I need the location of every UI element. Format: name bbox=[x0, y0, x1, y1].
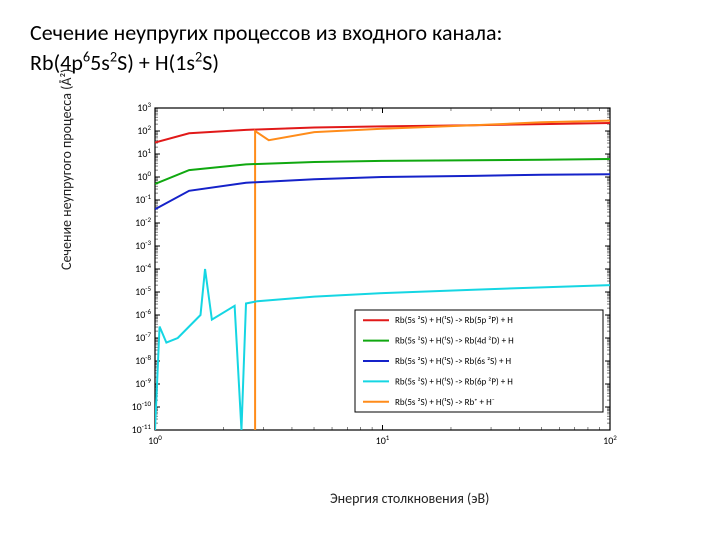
svg-text:10-9: 10-9 bbox=[135, 376, 151, 390]
slide: Сечение неупругих процессов из входного … bbox=[0, 0, 720, 540]
svg-text:10-8: 10-8 bbox=[135, 353, 151, 367]
svg-text:102: 102 bbox=[137, 123, 151, 137]
svg-text:10-6: 10-6 bbox=[135, 307, 151, 321]
cross-section-chart: 10-1110-1010-910-810-710-610-510-410-310… bbox=[80, 90, 640, 510]
svg-text:Rb(5s ²S) + H(¹S) -> Rb(4d ²D): Rb(5s ²S) + H(¹S) -> Rb(4d ²D) + H bbox=[395, 336, 514, 347]
svg-text:Rb(5s ²S) + H(¹S) -> Rb⁺ + H⁻: Rb(5s ²S) + H(¹S) -> Rb⁺ + H⁻ bbox=[395, 397, 495, 408]
svg-text:10-10: 10-10 bbox=[132, 399, 152, 413]
svg-text:101: 101 bbox=[137, 146, 151, 160]
slide-title: Сечение неупругих процессов из входного … bbox=[30, 18, 690, 77]
svg-text:Rb(5s ²S) + H(¹S) -> Rb(5p ²P): Rb(5s ²S) + H(¹S) -> Rb(5p ²P) + H bbox=[395, 315, 513, 326]
svg-text:10-3: 10-3 bbox=[135, 238, 151, 252]
svg-text:10-2: 10-2 bbox=[135, 215, 151, 229]
title-line1: Сечение неупругих процессов из входного … bbox=[30, 19, 502, 46]
chart-svg: 10-1110-1010-910-810-710-610-510-410-310… bbox=[80, 90, 640, 510]
svg-text:102: 102 bbox=[603, 433, 617, 447]
svg-text:10-1: 10-1 bbox=[135, 192, 151, 206]
y-axis-label: Сечение неупругого процесса (Å²) bbox=[58, 69, 75, 270]
svg-text:Rb(5s ²S) + H(¹S) -> Rb(6s ²S): Rb(5s ²S) + H(¹S) -> Rb(6s ²S) + H bbox=[395, 356, 511, 367]
svg-text:100: 100 bbox=[148, 433, 162, 447]
svg-text:100: 100 bbox=[137, 169, 151, 183]
svg-text:Rb(5s ²S) + H(¹S) -> Rb(6p ²P): Rb(5s ²S) + H(¹S) -> Rb(6p ²P) + H bbox=[395, 376, 513, 387]
svg-text:10-7: 10-7 bbox=[135, 330, 151, 344]
svg-text:103: 103 bbox=[137, 100, 151, 114]
svg-text:10-5: 10-5 bbox=[135, 284, 151, 298]
svg-text:10-4: 10-4 bbox=[135, 261, 151, 275]
svg-text:101: 101 bbox=[376, 433, 390, 447]
